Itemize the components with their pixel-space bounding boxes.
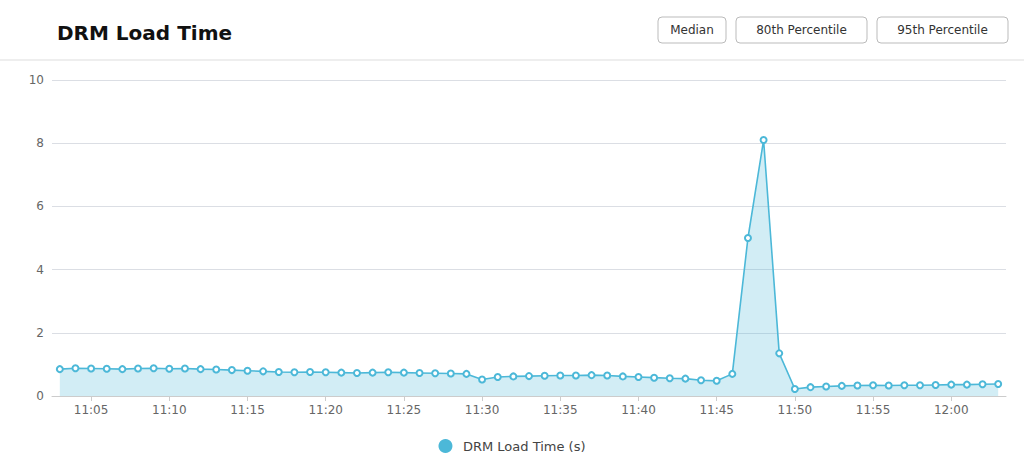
svg-text:12:00: 12:00 (934, 403, 969, 417)
svg-text:11:15: 11:15 (230, 403, 265, 417)
svg-text:11:25: 11:25 (387, 403, 422, 417)
svg-text:6: 6 (36, 199, 44, 213)
svg-text:11:05: 11:05 (74, 403, 109, 417)
svg-text:11:20: 11:20 (308, 403, 343, 417)
svg-text:11:50: 11:50 (778, 403, 813, 417)
svg-text:DRM Load Time: DRM Load Time (57, 21, 232, 45)
svg-text:11:55: 11:55 (856, 403, 891, 417)
svg-text:4: 4 (36, 263, 44, 277)
svg-text:11:35: 11:35 (543, 403, 578, 417)
svg-text:95th Percentile: 95th Percentile (897, 23, 988, 37)
svg-text:10: 10 (29, 73, 44, 87)
svg-text:11:40: 11:40 (621, 403, 656, 417)
svg-text:DRM Load Time (s): DRM Load Time (s) (463, 439, 586, 454)
svg-text:8: 8 (36, 136, 44, 150)
svg-text:11:45: 11:45 (699, 403, 734, 417)
svg-text:80th Percentile: 80th Percentile (756, 23, 847, 37)
svg-text:11:30: 11:30 (465, 403, 500, 417)
svg-text:0: 0 (36, 389, 44, 403)
svg-text:Median: Median (670, 23, 714, 37)
svg-text:2: 2 (36, 326, 44, 340)
svg-text:11:10: 11:10 (152, 403, 187, 417)
